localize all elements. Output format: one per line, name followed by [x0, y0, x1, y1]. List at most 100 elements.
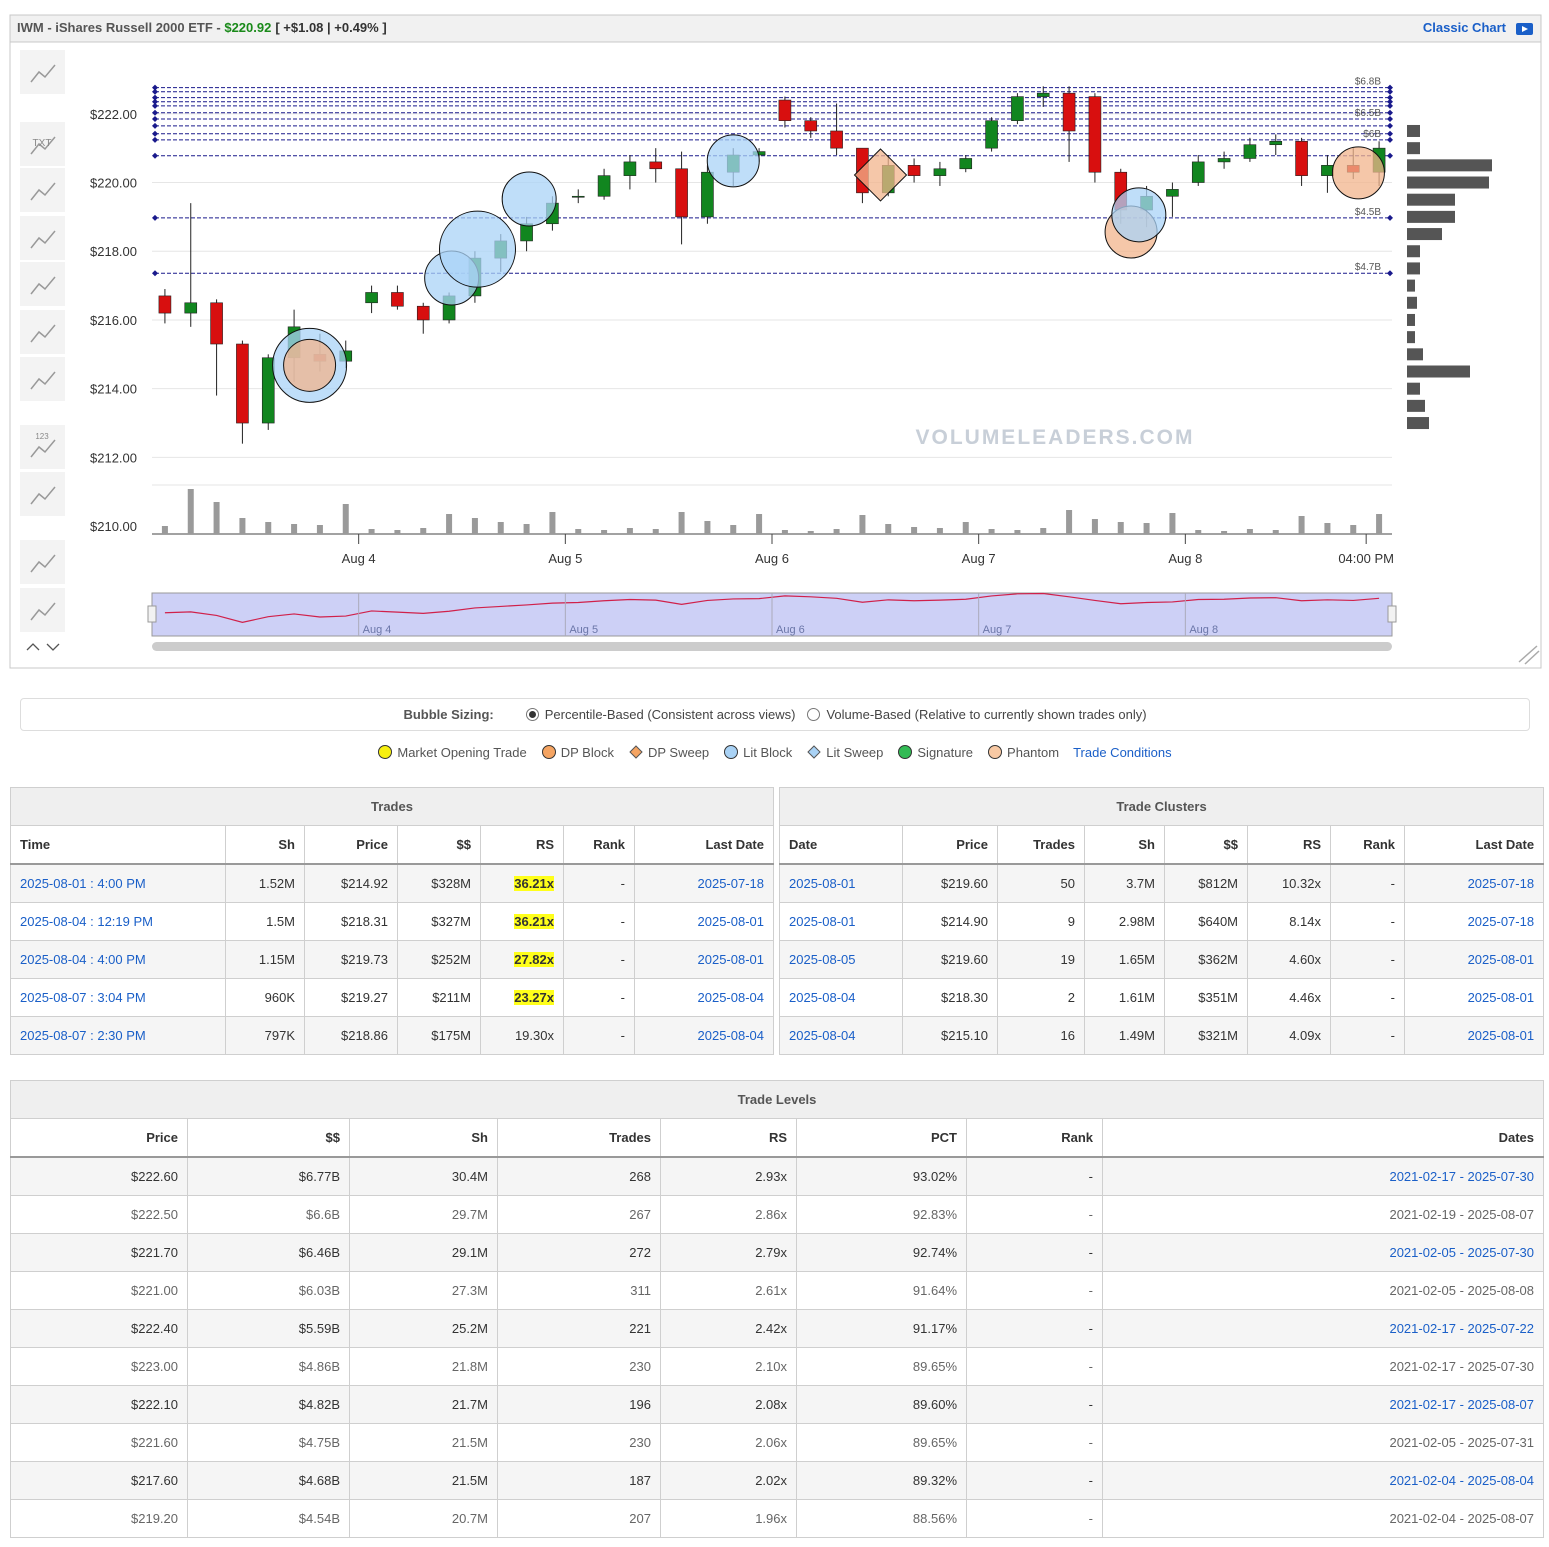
- cell-text: $4.68B: [298, 1473, 340, 1488]
- volume-bar: [1221, 531, 1228, 534]
- link-text[interactable]: 2021-02-05 - 2025-07-30: [1389, 1245, 1535, 1260]
- legend-icon: [898, 745, 913, 759]
- bubble[interactable]: [853, 148, 908, 202]
- cell-text: -: [1390, 1028, 1395, 1043]
- volume-bar: [523, 524, 530, 534]
- cell: 187: [497, 1461, 661, 1500]
- cell-text: $222.10: [131, 1397, 178, 1412]
- cell: -: [966, 1309, 1103, 1348]
- navigator-handle[interactable]: [147, 605, 157, 623]
- radio[interactable]: [525, 708, 539, 721]
- link-text[interactable]: 2025-07-18: [1467, 914, 1535, 929]
- cell: 36.21x: [480, 902, 564, 941]
- cell: $219.20: [10, 1499, 188, 1538]
- column-header: Sh: [349, 1118, 498, 1158]
- link-text[interactable]: 2021-02-04 - 2025-08-07: [1389, 1511, 1535, 1526]
- cell-text: $218.30: [941, 990, 988, 1005]
- link-text[interactable]: 2025-08-04 : 12:19 PM: [20, 914, 153, 929]
- link-text[interactable]: 2025-08-01: [789, 876, 856, 891]
- bubble[interactable]: [501, 171, 557, 227]
- link-text[interactable]: 2021-02-19 - 2025-08-07: [1389, 1207, 1535, 1222]
- tool-button[interactable]: [20, 472, 65, 516]
- tool-label: TXT: [33, 138, 52, 149]
- tool-button[interactable]: [20, 588, 65, 632]
- cell: $4.75B: [187, 1423, 350, 1462]
- cell: 268: [497, 1156, 661, 1196]
- tool-button[interactable]: [20, 216, 65, 260]
- cell: 2025-08-01: [1403, 1016, 1545, 1055]
- link-text[interactable]: 2025-08-01: [697, 952, 765, 967]
- link-text[interactable]: 2025-08-01: [789, 914, 856, 929]
- cell: 27.82x: [480, 940, 564, 979]
- link-text[interactable]: 2025-07-18: [1467, 876, 1535, 891]
- level-end: [1387, 102, 1393, 109]
- legend-item: Phantom: [987, 744, 1059, 760]
- tool-button[interactable]: [20, 357, 65, 401]
- bubble[interactable]: [706, 134, 760, 188]
- legend-item[interactable]: Trade Conditions: [1073, 745, 1172, 760]
- cell-text: $219.20: [131, 1511, 178, 1526]
- cell-text: $5.59B: [298, 1321, 340, 1336]
- link-text[interactable]: 2025-08-01: [1467, 990, 1535, 1005]
- link-text[interactable]: 2025-08-01: [1467, 952, 1535, 967]
- cell: 1.49M: [1084, 1016, 1165, 1055]
- link-text[interactable]: 2021-02-17 - 2025-07-30: [1389, 1169, 1535, 1184]
- volume-bar: [1246, 529, 1253, 534]
- link-text[interactable]: 2025-08-04: [697, 1028, 765, 1043]
- bubble[interactable]: [1111, 187, 1167, 243]
- level-label: $4.5B: [1355, 207, 1381, 218]
- scrollbar[interactable]: [152, 642, 1392, 651]
- link-text[interactable]: 2021-02-17 - 2025-07-22: [1389, 1321, 1535, 1336]
- tool-button[interactable]: [20, 122, 65, 166]
- cell-text: 29.1M: [451, 1245, 488, 1260]
- link-text[interactable]: 2025-08-07 : 3:04 PM: [20, 990, 146, 1005]
- link-text[interactable]: 2025-08-04: [789, 1028, 856, 1043]
- link-text[interactable]: 2021-02-05 - 2025-08-08: [1389, 1283, 1535, 1298]
- table-title: Trade Levels: [9, 1080, 1545, 1119]
- classic-chart-link[interactable]: Classic Chart: [1423, 20, 1507, 35]
- tool-button[interactable]: [20, 425, 65, 469]
- tool-button[interactable]: [20, 168, 65, 212]
- cell: $6.6B: [187, 1195, 350, 1234]
- tool-button[interactable]: [20, 50, 65, 94]
- link-text[interactable]: 2025-08-04 : 4:00 PM: [20, 952, 146, 967]
- row: 2025-08-07 : 2:30 PM 797K $218.86 $175M 19.3…: [10, 1016, 774, 1055]
- column-header: Rank: [563, 825, 635, 865]
- link-text[interactable]: 2025-08-05: [789, 952, 856, 967]
- link-text[interactable]: 2025-08-07 : 2:30 PM: [20, 1028, 146, 1043]
- bubble[interactable]: [283, 338, 337, 392]
- cell: 2.61x: [660, 1271, 797, 1310]
- row: $223.00 $4.86B 21.8M 230 2.10x 89.65% - 2021-02…: [10, 1347, 1545, 1386]
- cell-text: 27.3M: [451, 1283, 488, 1298]
- candle-body: [1243, 144, 1257, 159]
- link-text[interactable]: 2025-07-18: [697, 876, 765, 891]
- bubble[interactable]: [1331, 146, 1385, 200]
- column-header: Time: [10, 825, 226, 865]
- link-text[interactable]: 2025-08-01: [1467, 1028, 1535, 1043]
- link-text[interactable]: 2025-08-01: [697, 914, 765, 929]
- radio[interactable]: [807, 708, 821, 721]
- legend-item: Market Opening Trade: [377, 744, 527, 760]
- legend-link[interactable]: Trade Conditions: [1073, 744, 1172, 760]
- cell-text: -: [1088, 1397, 1093, 1412]
- link-text[interactable]: 2021-02-17 - 2025-07-30: [1389, 1359, 1535, 1374]
- tool-button[interactable]: [20, 540, 65, 584]
- legend-item: Signature: [897, 744, 973, 760]
- cell-text: 2.02x: [755, 1473, 787, 1488]
- volume-profile-bar: [1407, 382, 1420, 395]
- link-text[interactable]: 2025-08-04: [697, 990, 765, 1005]
- cell-text: 92.74%: [912, 1245, 957, 1260]
- tool-button[interactable]: [20, 262, 65, 306]
- cell: $6.77B: [187, 1156, 350, 1196]
- link-text[interactable]: 2021-02-05 - 2025-07-31: [1389, 1435, 1535, 1450]
- navigator-handle[interactable]: [1387, 605, 1397, 623]
- bubble[interactable]: [439, 210, 516, 288]
- cell-text: $222.40: [131, 1321, 178, 1336]
- link-text[interactable]: 2025-08-04: [789, 990, 856, 1005]
- link-text[interactable]: 2025-08-01 : 4:00 PM: [20, 876, 146, 891]
- link-text[interactable]: 2021-02-17 - 2025-08-07: [1389, 1397, 1535, 1412]
- link-text[interactable]: 2021-02-04 - 2025-08-04: [1389, 1473, 1535, 1488]
- toolbar-arrows[interactable]: [26, 643, 60, 651]
- tool-button[interactable]: [20, 310, 65, 354]
- volume-bar: [1091, 519, 1098, 534]
